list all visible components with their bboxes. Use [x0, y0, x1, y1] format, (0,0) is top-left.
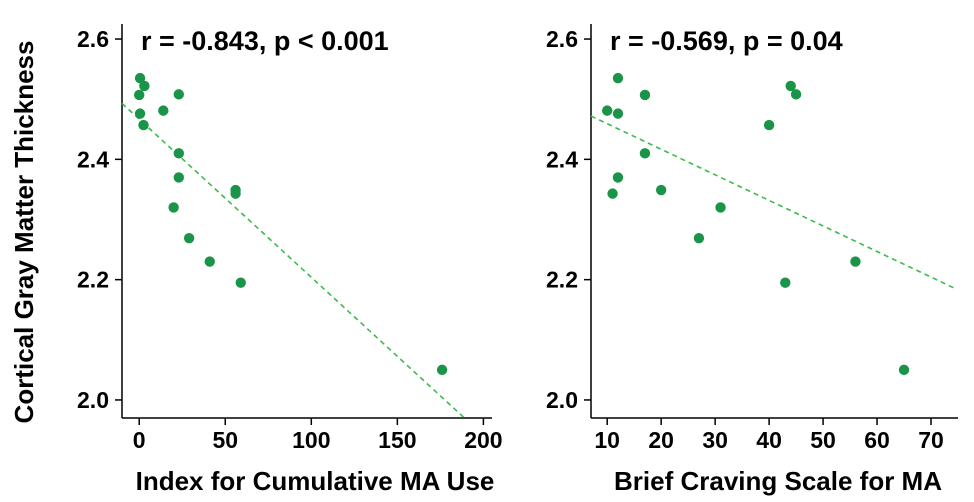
right-data-point	[790, 89, 802, 100]
left-data-point	[230, 188, 241, 199]
left-y-tick-label: 2.2	[77, 267, 109, 293]
right-data-point	[612, 108, 624, 119]
right-data-point	[612, 72, 624, 84]
right-data-point	[655, 184, 667, 196]
left-scatter-panel: 2.0 2.2 2.4 2.6 0 50 100 150 200 r = -0.843, p <…	[77, 24, 503, 496]
right-regression-line	[590, 115, 955, 289]
right-x-tick-label: 40	[756, 427, 782, 453]
right-x-tick-label: 20	[648, 427, 674, 453]
left-data-point	[183, 232, 195, 244]
right-data-point	[785, 80, 796, 92]
left-x-tick-label: 50	[212, 427, 238, 453]
right-x-tick-label: 60	[864, 427, 890, 453]
right-data-point	[850, 256, 861, 267]
left-data-point	[134, 72, 146, 84]
left-data-point	[173, 89, 184, 100]
right-data-point	[898, 364, 910, 376]
shared-y-axis-label: Cortical Gray Matter Thickness	[9, 41, 39, 424]
right-x-axis-label: Brief Craving Scale for MA	[614, 466, 942, 496]
left-x-tick-label: 100	[292, 427, 330, 453]
left-x-tick-label: 0	[133, 427, 146, 453]
left-data-point	[139, 80, 150, 92]
right-data-point	[612, 172, 624, 183]
right-y-tick-label: 2.2	[546, 267, 578, 293]
left-x-axis-label: Index for Cumulative MA Use	[136, 466, 495, 496]
left-y-tick-label: 2.0	[77, 387, 109, 413]
right-x-tick-label: 50	[810, 427, 836, 453]
left-y-tick-label: 2.6	[77, 26, 109, 52]
left-data-point	[204, 256, 215, 267]
right-y-tick-label: 2.4	[546, 146, 578, 172]
right-scatter-panel: 2.0 2.2 2.4 2.6 10 20 30 40 50 60 70 r = -0.569, p…	[546, 24, 958, 496]
left-data-point	[138, 119, 149, 131]
right-data-point	[639, 89, 651, 101]
right-data-point	[715, 202, 726, 213]
left-data-point	[173, 172, 184, 183]
left-data-point	[436, 364, 448, 376]
right-plot-area: 2.0 2.2 2.4 2.6 10 20 30 40 50 60 70	[546, 24, 958, 453]
right-data-point	[639, 148, 651, 159]
right-y-tick-label: 2.6	[546, 26, 578, 52]
right-x-tick-label: 70	[918, 427, 944, 453]
right-correlation-annotation: r = -0.569, p = 0.04	[610, 26, 843, 56]
left-plot-area: 2.0 2.2 2.4 2.6 0 50 100 150 200	[77, 24, 503, 453]
left-y-tick-label: 2.4	[77, 146, 109, 172]
right-y-tick-label: 2.0	[546, 387, 578, 413]
left-data-point	[235, 277, 246, 288]
right-data-point	[763, 119, 775, 131]
left-data-point	[173, 148, 184, 159]
left-data-point	[134, 108, 146, 119]
left-x-tick-label: 200	[464, 427, 502, 453]
right-x-tick-label: 30	[702, 427, 728, 453]
left-correlation-annotation: r = -0.843, p < 0.001	[141, 26, 389, 56]
left-data-point	[168, 202, 179, 213]
right-data-point	[693, 232, 705, 244]
right-data-point	[607, 188, 618, 199]
left-regression-line	[121, 102, 466, 419]
right-x-tick-label: 10	[594, 427, 620, 453]
left-data-point	[158, 105, 169, 116]
right-data-point	[780, 277, 791, 288]
left-data-point	[134, 89, 145, 101]
left-x-tick-label: 150	[378, 427, 416, 453]
right-data-point	[601, 105, 613, 116]
